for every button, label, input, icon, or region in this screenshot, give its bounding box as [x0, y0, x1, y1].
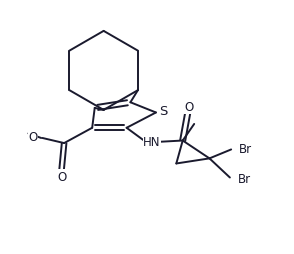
Text: O: O	[184, 101, 194, 114]
Text: Br: Br	[238, 173, 251, 185]
Text: HN: HN	[143, 136, 161, 149]
Text: O: O	[57, 170, 66, 183]
Text: O: O	[29, 131, 38, 144]
Text: Br: Br	[239, 142, 253, 155]
Text: S: S	[159, 105, 167, 117]
